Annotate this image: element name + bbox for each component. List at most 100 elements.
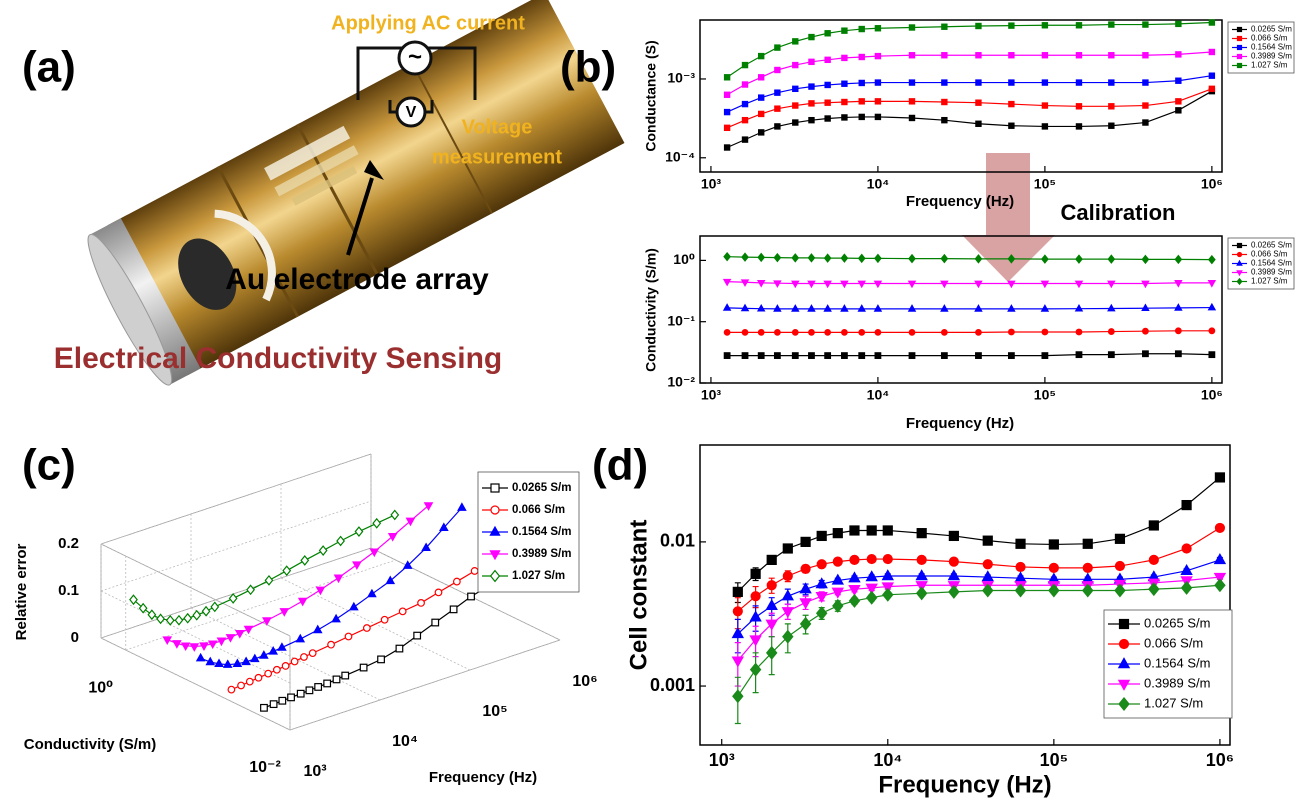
data-point bbox=[414, 632, 421, 639]
data-point bbox=[875, 114, 880, 119]
data-point bbox=[775, 124, 780, 129]
data-point bbox=[917, 529, 926, 538]
data-point bbox=[867, 555, 876, 564]
data-point bbox=[274, 666, 281, 673]
data-point bbox=[315, 684, 322, 691]
data-point bbox=[1209, 352, 1215, 358]
data-point bbox=[841, 281, 847, 287]
data-point bbox=[725, 145, 730, 150]
data-point bbox=[1042, 305, 1048, 311]
data-point bbox=[288, 694, 295, 701]
data-point bbox=[983, 584, 993, 596]
x-tick-label: 10³ bbox=[701, 386, 722, 402]
data-point bbox=[175, 616, 182, 625]
data-point bbox=[758, 353, 764, 359]
legend-marker bbox=[1238, 64, 1242, 68]
figure: (a) Applying AC current ~ V Voltage meas… bbox=[0, 0, 1296, 799]
data-point bbox=[1115, 562, 1124, 571]
data-point bbox=[883, 555, 892, 564]
x-tick-label: 10⁴ bbox=[867, 386, 890, 402]
data-point bbox=[130, 595, 137, 604]
grid-line bbox=[191, 608, 380, 700]
data-point bbox=[360, 664, 367, 671]
data-point bbox=[1042, 23, 1047, 28]
x-tick-label: 10⁴ bbox=[873, 750, 902, 770]
data-point bbox=[265, 576, 272, 585]
data-point bbox=[396, 645, 403, 652]
panel-label: (c) bbox=[22, 441, 76, 490]
data-point bbox=[333, 676, 340, 683]
grid-line bbox=[101, 591, 290, 683]
data-point bbox=[1042, 53, 1047, 58]
data-point bbox=[246, 678, 253, 685]
data-point bbox=[1109, 123, 1114, 128]
data-point bbox=[809, 84, 814, 89]
data-point bbox=[1015, 573, 1025, 582]
data-point bbox=[867, 592, 877, 604]
data-point bbox=[140, 604, 147, 613]
data-point bbox=[228, 686, 235, 693]
page: (a) Applying AC current ~ V Voltage meas… bbox=[0, 0, 1296, 799]
data-point bbox=[825, 82, 830, 87]
data-point bbox=[399, 608, 406, 615]
data-point bbox=[432, 619, 439, 626]
data-point bbox=[742, 137, 747, 142]
legend-label: 1.027 S/m bbox=[1251, 61, 1288, 70]
data-point bbox=[1175, 304, 1181, 310]
data-point bbox=[742, 353, 748, 359]
data-point bbox=[859, 281, 865, 287]
data-point bbox=[1109, 22, 1114, 27]
series-line bbox=[727, 354, 1212, 356]
data-point bbox=[842, 81, 847, 86]
x-axis-title: Frequency (Hz) bbox=[906, 415, 1014, 432]
data-point bbox=[238, 682, 245, 689]
data-point bbox=[291, 658, 298, 665]
data-point bbox=[1209, 86, 1214, 91]
data-point bbox=[454, 578, 461, 585]
data-point bbox=[1076, 255, 1082, 263]
data-point bbox=[468, 593, 475, 600]
data-point bbox=[793, 62, 798, 67]
data-point bbox=[1042, 329, 1048, 335]
x-tick-label: 10⁵ bbox=[1040, 750, 1068, 770]
x-tick-label: 10⁵ bbox=[1034, 175, 1056, 191]
data-point bbox=[1109, 104, 1114, 109]
data-point bbox=[859, 255, 865, 263]
data-point bbox=[975, 305, 981, 311]
data-point bbox=[391, 510, 398, 519]
annotation: measurement bbox=[432, 146, 562, 168]
data-point bbox=[859, 80, 864, 85]
data-point bbox=[211, 602, 218, 611]
data-point bbox=[909, 255, 915, 263]
data-point bbox=[949, 570, 959, 579]
data-point bbox=[909, 53, 914, 58]
data-point bbox=[1176, 351, 1182, 357]
data-point bbox=[783, 571, 792, 580]
probe-illustration bbox=[78, 0, 625, 391]
data-point bbox=[809, 118, 814, 123]
data-point bbox=[909, 80, 914, 85]
series-line bbox=[167, 505, 428, 646]
data-point bbox=[1009, 101, 1014, 106]
data-point bbox=[1215, 579, 1225, 591]
data-point bbox=[733, 628, 743, 637]
data-point bbox=[1049, 563, 1058, 572]
data-point bbox=[1149, 555, 1158, 564]
data-point bbox=[1109, 53, 1114, 58]
data-point bbox=[909, 25, 914, 30]
data-point bbox=[875, 281, 881, 287]
x-tick-label: 10⁵ bbox=[1034, 386, 1056, 402]
data-point bbox=[942, 24, 947, 29]
data-point bbox=[1176, 328, 1182, 334]
data-point bbox=[1143, 80, 1148, 85]
x-tick-label: 10⁶ bbox=[1206, 750, 1234, 770]
data-point bbox=[833, 557, 842, 566]
data-point bbox=[282, 663, 289, 670]
data-point bbox=[825, 100, 830, 105]
data-point bbox=[808, 281, 814, 287]
data-point bbox=[364, 625, 371, 632]
data-point bbox=[793, 120, 798, 125]
data-point bbox=[875, 353, 881, 359]
data-point bbox=[1143, 103, 1148, 108]
data-point bbox=[859, 26, 864, 31]
